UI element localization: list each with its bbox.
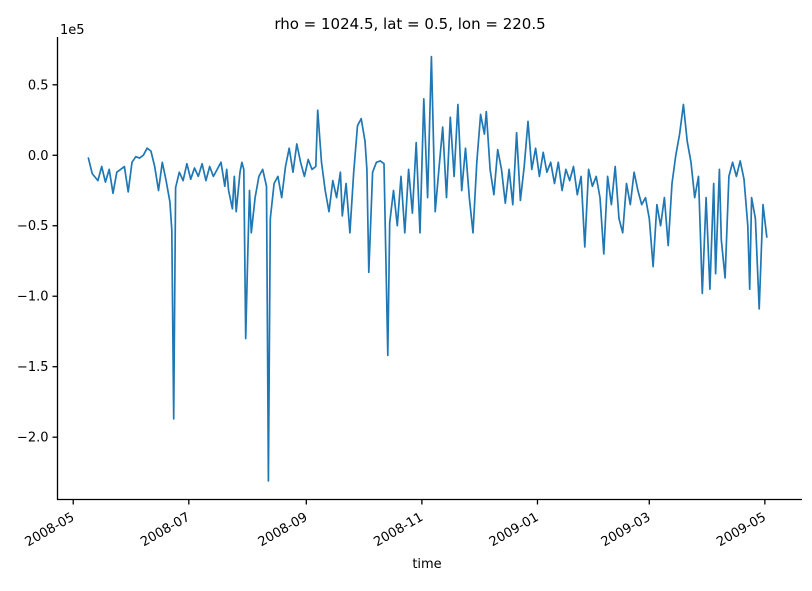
y-axis-offset-label: 1e5 <box>60 23 85 38</box>
x-tick-label: 2009-03 <box>599 510 654 550</box>
x-tick-label: 2008-09 <box>256 510 311 550</box>
x-tick-label: 2008-07 <box>138 510 193 550</box>
x-tick-label: 2008-05 <box>23 510 78 550</box>
y-tick-label: −2.0 <box>17 431 49 446</box>
data-series-line <box>87 55 768 482</box>
x-tick-label: 2008-11 <box>371 510 426 550</box>
x-axis-label: time <box>412 557 441 572</box>
y-tick-label: 0.5 <box>28 78 49 93</box>
x-tick-label: 2009-05 <box>714 510 769 550</box>
y-tick-label: −1.0 <box>17 290 49 305</box>
y-tick-label: −0.5 <box>17 219 49 234</box>
chart-title: rho = 1024.5, lat = 0.5, lon = 220.5 <box>274 15 545 33</box>
x-tick-label: 2009-01 <box>487 510 542 550</box>
y-tick-label: −1.5 <box>17 360 49 375</box>
axis-spines <box>56 37 802 501</box>
plot-area <box>87 55 768 482</box>
y-tick-label: 0.0 <box>28 149 49 164</box>
